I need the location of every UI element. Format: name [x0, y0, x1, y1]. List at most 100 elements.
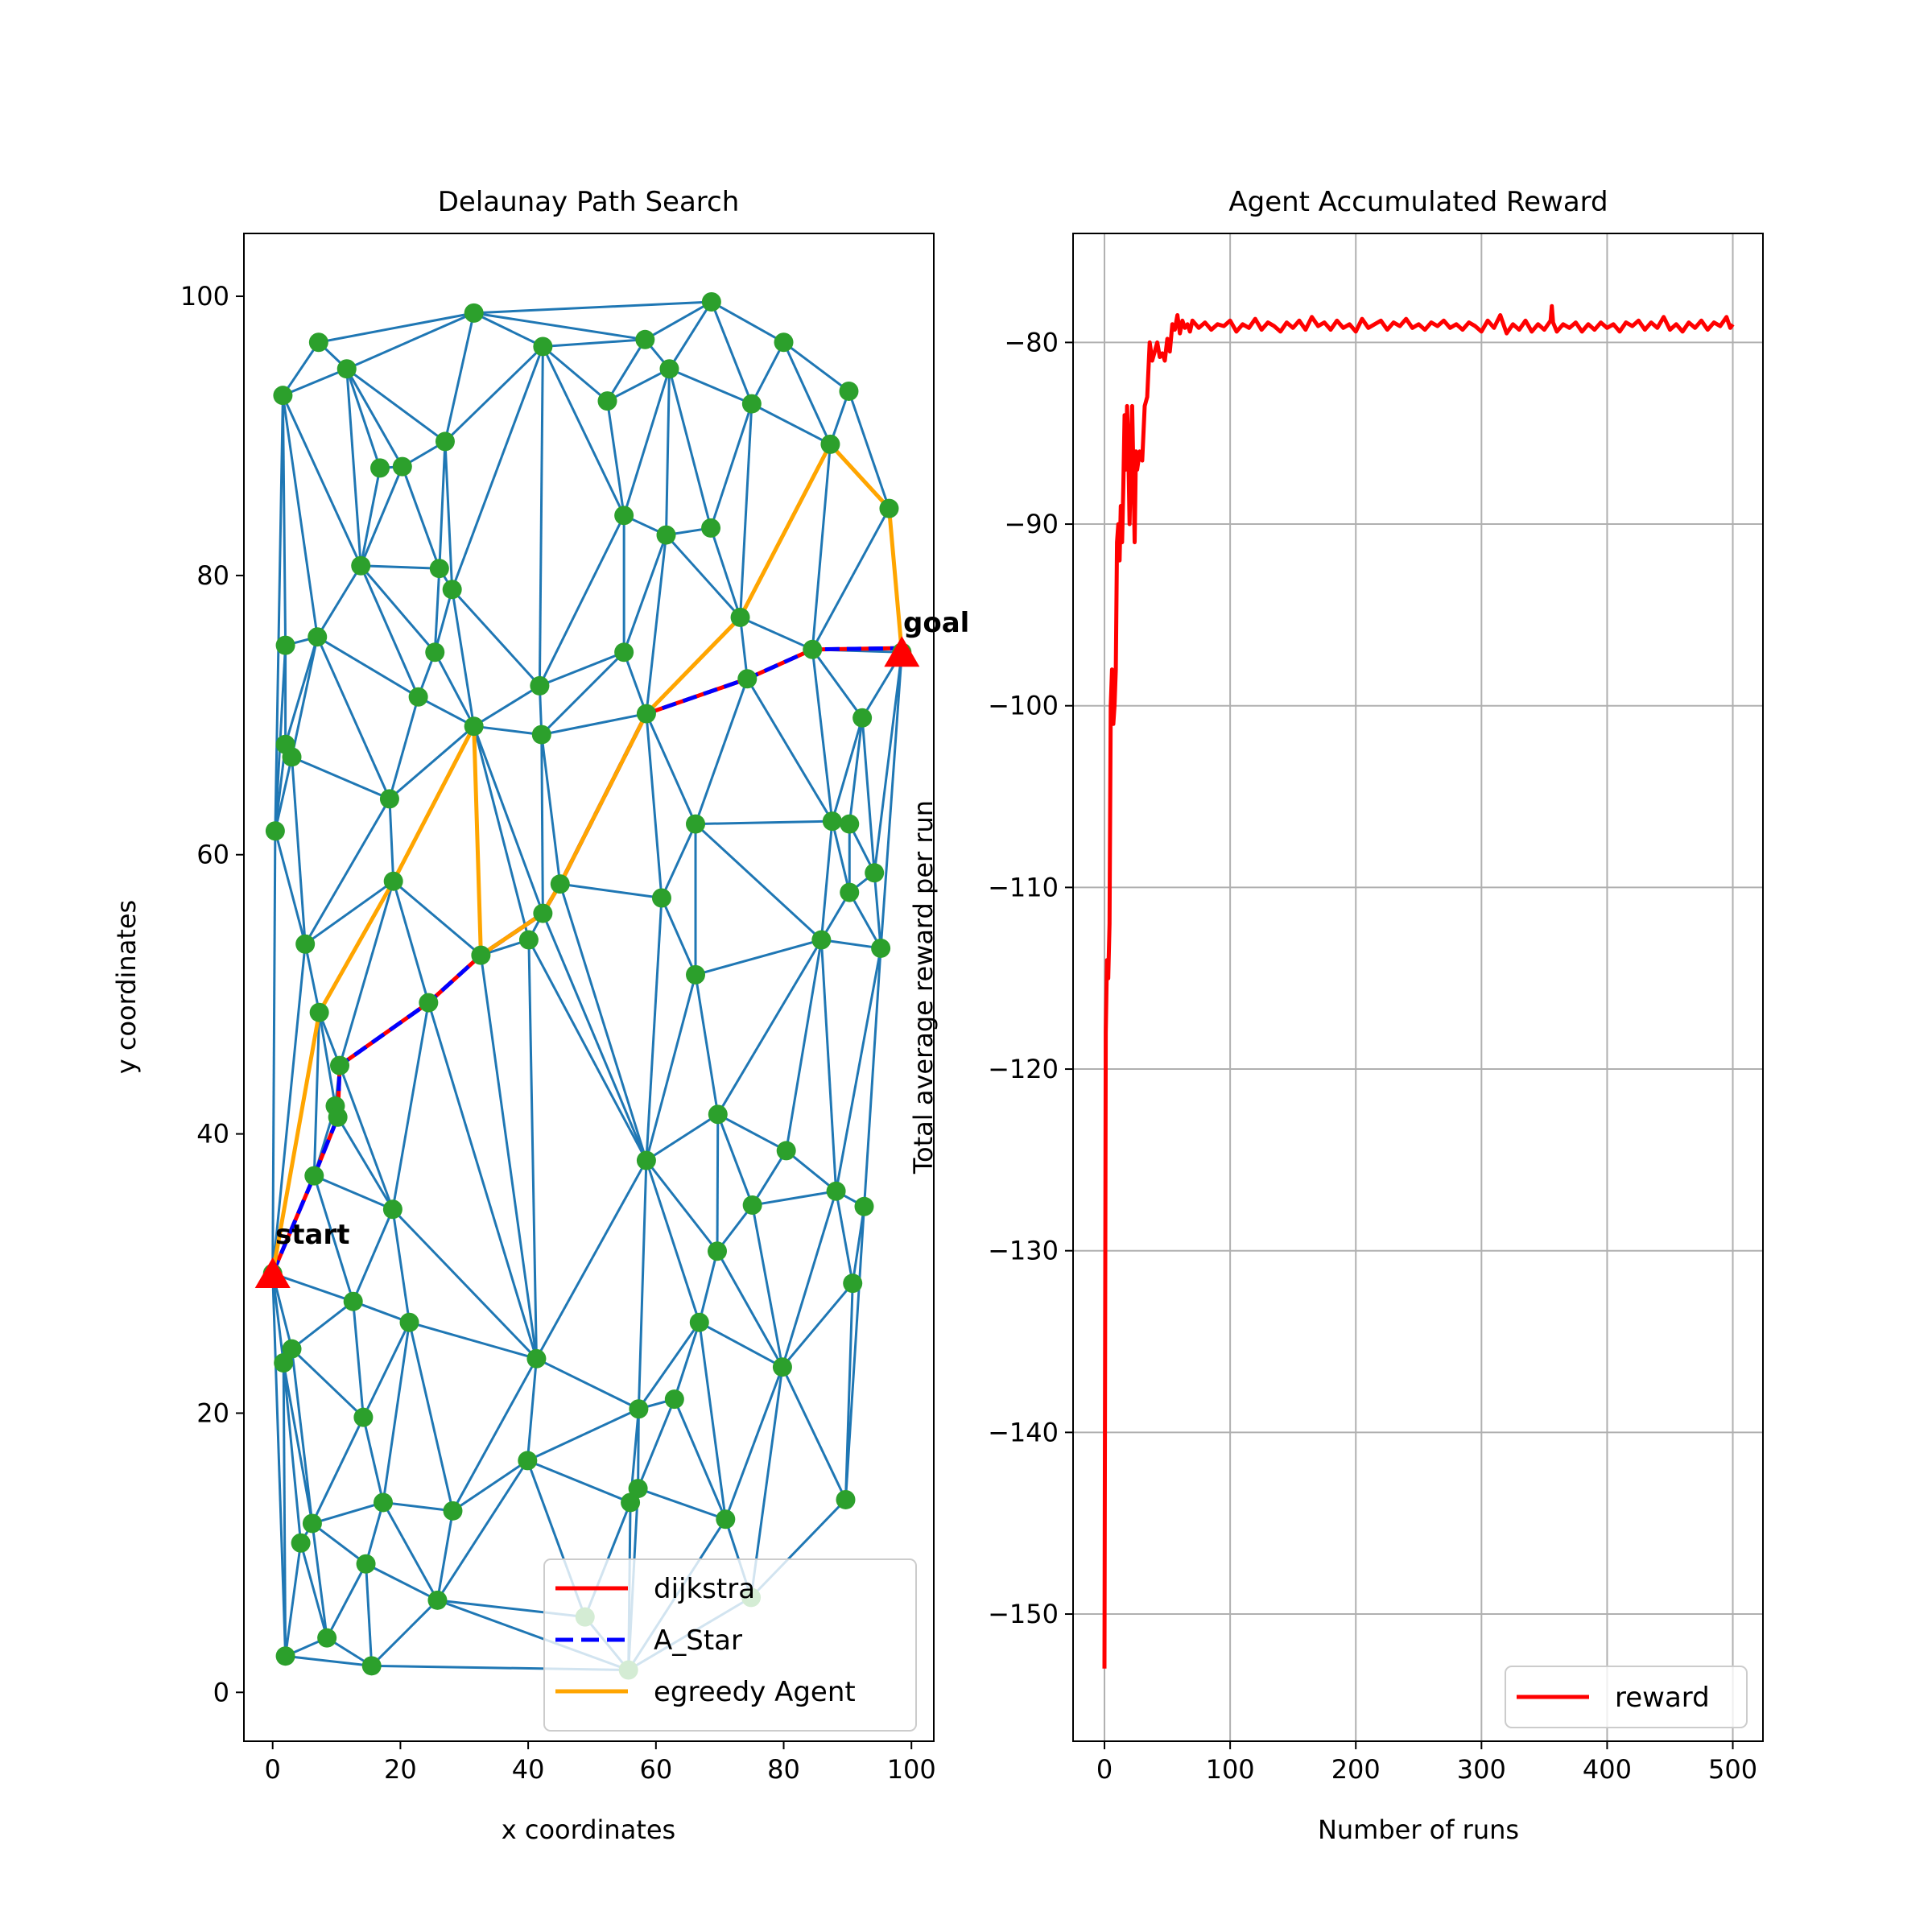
- graph-node: [442, 580, 462, 600]
- delaunay-nodes: [262, 291, 912, 1680]
- delaunay-edge: [271, 1273, 287, 1657]
- left-y-tick-label: 40: [196, 1119, 229, 1150]
- right-x-axis-label: Number of runs: [1318, 1814, 1519, 1845]
- graph-node: [636, 1150, 656, 1170]
- graph-node: [628, 1479, 648, 1499]
- delaunay-edge: [739, 616, 813, 651]
- right-chart-title: Agent Accumulated Reward: [1228, 186, 1608, 218]
- delaunay-edge: [271, 1273, 285, 1364]
- delaunay-edge: [408, 1322, 454, 1512]
- delaunay-edge: [709, 403, 753, 529]
- delaunay-edge: [848, 717, 864, 824]
- graph-node: [399, 1312, 419, 1332]
- delaunay-edge: [863, 947, 882, 1207]
- right-grid: [1073, 233, 1763, 1741]
- delaunay-edge: [391, 1002, 430, 1210]
- delaunay-edge: [436, 1459, 529, 1601]
- delaunay-edge: [527, 939, 648, 1162]
- graph-node: [686, 814, 706, 834]
- delaunay-edge: [848, 390, 890, 510]
- left-y-tick-label: 0: [213, 1677, 229, 1707]
- goal-annotation: goal: [903, 607, 969, 639]
- delaunay-edge: [282, 1362, 314, 1524]
- delaunay-edge: [473, 312, 646, 341]
- delaunay-edge: [535, 1159, 648, 1360]
- delaunay-edge: [345, 368, 446, 443]
- delaunay-edge: [352, 1208, 394, 1302]
- delaunay-edge: [622, 651, 648, 715]
- graph-node: [471, 945, 491, 965]
- delaunay-edge: [325, 1563, 367, 1639]
- delaunay-edge: [284, 1542, 303, 1657]
- delaunay-edge: [359, 468, 382, 567]
- start-marker: [254, 1257, 291, 1289]
- delaunay-edge: [291, 1348, 365, 1418]
- goal-marker: [884, 636, 920, 667]
- delaunay-edge: [645, 898, 663, 1161]
- right-y-tick-label: −130: [988, 1236, 1059, 1266]
- delaunay-edge: [751, 1150, 787, 1206]
- delaunay-edge: [345, 368, 404, 468]
- graph-node: [282, 747, 302, 767]
- graph-node: [865, 863, 885, 883]
- left-x-tick-label: 100: [887, 1754, 936, 1785]
- delaunay-edge: [782, 341, 832, 445]
- right-legend-box: [1505, 1666, 1748, 1728]
- graph-node: [742, 1195, 762, 1216]
- graph-node: [871, 938, 891, 958]
- delaunay-edge: [318, 312, 474, 344]
- graph-node: [840, 882, 860, 902]
- delaunay-edge: [361, 564, 440, 570]
- delaunay-edge: [699, 1321, 783, 1368]
- delaunay-edge: [284, 636, 319, 745]
- delaunay-edge: [451, 588, 541, 687]
- delaunay-edge: [345, 369, 362, 566]
- delaunay-edge: [291, 755, 390, 800]
- graph-node: [308, 627, 328, 647]
- delaunay-edge: [638, 1321, 701, 1410]
- delaunay-edge: [526, 1407, 640, 1462]
- graph-node: [826, 1181, 846, 1201]
- delaunay-edge: [312, 1175, 355, 1302]
- delaunay-edge: [365, 1563, 374, 1666]
- graph-node: [689, 1312, 709, 1332]
- delaunay-edge: [451, 589, 476, 727]
- delaunay-edge: [338, 1065, 394, 1210]
- delaunay-edge: [709, 527, 741, 618]
- graph-node: [741, 394, 762, 414]
- delaunay-edge: [645, 1160, 701, 1323]
- delaunay-edge: [644, 300, 712, 341]
- delaunay-edge: [785, 939, 823, 1151]
- graph-node: [550, 874, 570, 894]
- delaunay-edge: [665, 534, 741, 618]
- delaunay-edge: [542, 345, 609, 402]
- delaunay-edge: [831, 717, 864, 822]
- graph-node: [651, 888, 671, 908]
- delaunay-edge: [665, 369, 671, 535]
- delaunay-edge: [835, 1191, 854, 1284]
- left-legend: dijkstra A_Star egreedy Agent: [543, 1558, 917, 1732]
- delaunay-edge: [638, 1487, 726, 1521]
- graph-node: [304, 1166, 324, 1186]
- left-x-tick-label: 0: [265, 1754, 281, 1785]
- graph-node: [330, 1055, 350, 1075]
- delaunay-edge: [673, 1398, 727, 1520]
- delaunay-edge: [291, 1300, 354, 1350]
- delaunay-edge: [304, 880, 394, 945]
- right-x-tick-label: 500: [1708, 1754, 1757, 1785]
- delaunay-edge: [559, 882, 663, 899]
- delaunay-edge: [831, 820, 851, 893]
- delaunay-edge: [299, 1542, 328, 1639]
- delaunay-edge: [362, 1322, 411, 1418]
- left-y-tick-label: 60: [196, 840, 229, 870]
- legend-astar-label: A_Star: [654, 1624, 742, 1657]
- delaunay-edge: [282, 367, 348, 397]
- graph-node: [854, 1196, 874, 1216]
- graph-node: [518, 930, 539, 950]
- delaunay-edge: [717, 1113, 787, 1152]
- graph-node: [843, 1274, 863, 1294]
- delaunay-edge: [739, 403, 753, 618]
- delaunay-edge: [345, 368, 382, 469]
- delaunay-edge: [433, 651, 475, 727]
